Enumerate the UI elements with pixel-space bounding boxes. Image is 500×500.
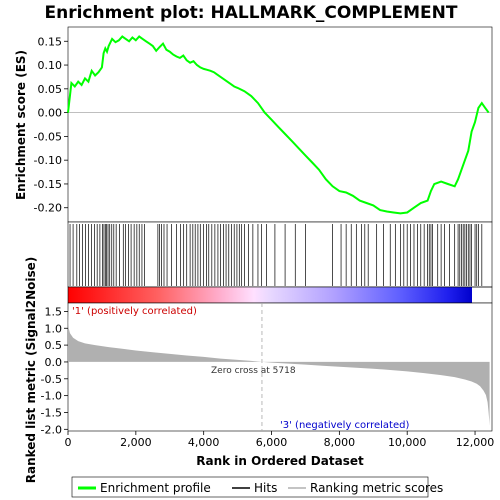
x-axis-label: Rank in Ordered Dataset	[196, 454, 364, 468]
x-tick-label: 0	[65, 436, 72, 449]
metric-tick-label: -0.5	[41, 373, 62, 386]
es-tick-label: -0.15	[34, 178, 62, 191]
legend-frame	[71, 476, 429, 498]
x-tick-label: 10,000	[388, 436, 427, 449]
es-tick-label: 0.10	[38, 59, 63, 72]
x-ticks: 0 2,000 4,000 6,000 8,000 10,000 12,000	[65, 431, 495, 449]
positive-label: '1' (positively correlated)	[72, 306, 197, 317]
legend-entry-hits: Hits	[254, 481, 277, 495]
chart-title: Enrichment plot: HALLMARK_COMPLEMENT	[44, 3, 457, 23]
es-tick-label: -0.10	[34, 154, 62, 167]
x-tick-label: 4,000	[188, 436, 220, 449]
legend-entry-enrichment: Enrichment profile	[100, 481, 211, 495]
es-tick-label: -0.05	[34, 130, 62, 143]
legend-entry-metric: Ranking metric scores	[310, 481, 443, 495]
ranking-metric-area	[68, 308, 490, 426]
es-ylabel: Enrichment score (ES)	[14, 50, 28, 200]
metric-tick-label: 1.0	[45, 322, 63, 335]
es-tick-label: 0.15	[38, 35, 63, 48]
x-tick-label: 2,000	[120, 436, 152, 449]
metric-tick-label: 1.5	[45, 305, 63, 318]
es-panel-frame	[67, 26, 493, 223]
metric-ylabel: Ranked list metric (Signal2Noise)	[24, 257, 38, 484]
es-tick-label: 0.00	[38, 107, 63, 120]
x-tick-label: 12,000	[456, 436, 495, 449]
rank-color-band	[67, 286, 493, 304]
hits-lines	[69, 224, 483, 286]
color-band-bar	[68, 287, 472, 303]
metric-tick-label: -1.0	[41, 390, 62, 403]
hits-panel-frame	[67, 221, 493, 288]
metric-tick-label: -1.5	[41, 406, 62, 419]
hits-panel	[67, 221, 493, 288]
enrichment-profile-line	[67, 35, 490, 215]
metric-tick-label: 0.5	[45, 339, 63, 352]
metric-panel: 1.5 1.0 0.5 0.0 -0.5 -1.0 -1.5 -2.0 '1' (positi…	[41, 302, 493, 436]
legend: Enrichment profile Hits Ranking metric s…	[71, 476, 443, 498]
es-panel: 0.15 0.10 0.05 0.00 -0.05 -0.10 -0.15 -0.20	[34, 26, 493, 223]
x-tick-label: 6,000	[256, 436, 288, 449]
metric-tick-label: 0.0	[45, 356, 63, 369]
metric-ticks: 1.5 1.0 0.5 0.0 -0.5 -1.0 -1.5 -2.0	[41, 305, 68, 436]
zero-cross-label: Zero cross at 5718	[211, 366, 296, 376]
metric-tick-label: -2.0	[41, 423, 62, 436]
es-tick-label: -0.20	[34, 202, 62, 215]
negative-label: '3' (negatively correlated)	[280, 420, 409, 431]
es-ticks: 0.15 0.10 0.05 0.00 -0.05 -0.10 -0.15 -0.20	[34, 35, 68, 215]
x-tick-label: 8,000	[324, 436, 356, 449]
es-tick-label: 0.05	[38, 83, 63, 96]
